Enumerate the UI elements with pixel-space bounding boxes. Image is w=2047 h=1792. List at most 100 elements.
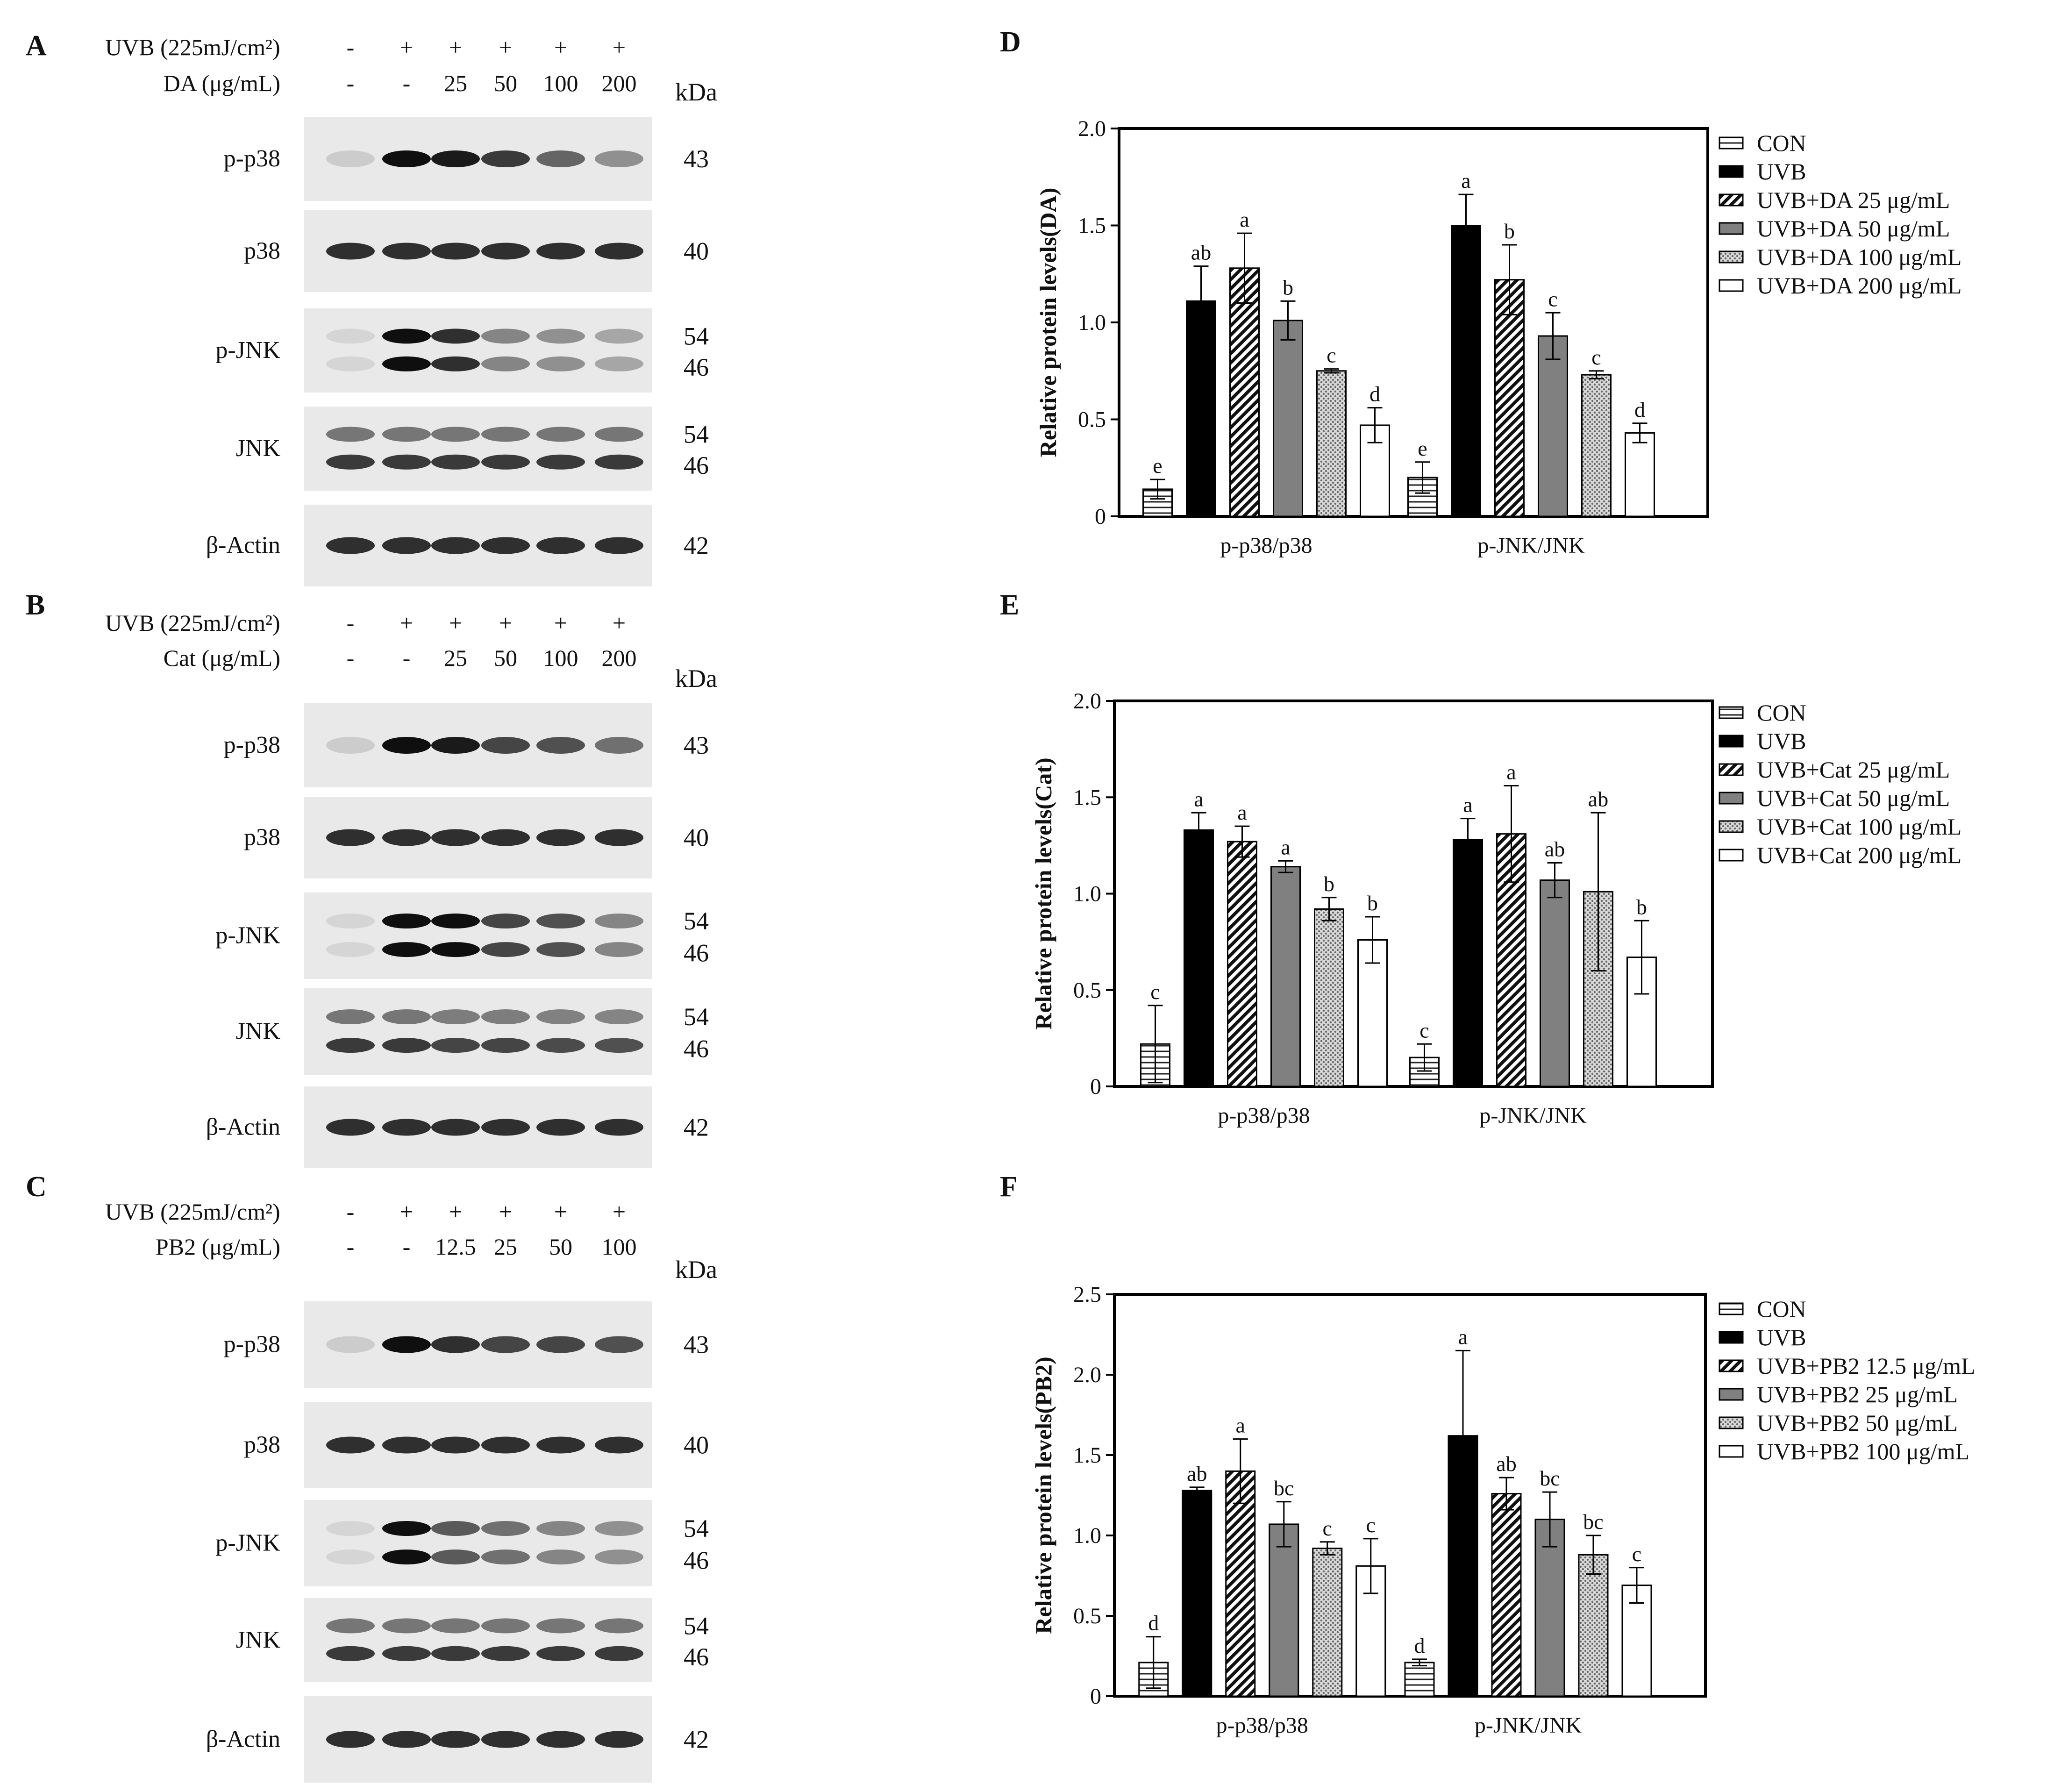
bar (1453, 839, 1483, 1087)
band (595, 427, 643, 442)
band (536, 1038, 585, 1053)
band (326, 942, 375, 957)
bar (1186, 300, 1216, 517)
blot-panel-a: A UVB (225mJ/cm²) DA (μg/mL) - + + + + + - - 25 50 10… (26, 30, 717, 586)
band (595, 1618, 643, 1634)
protein-label: p-JNK (215, 922, 280, 949)
significance-letter: bc (1274, 1476, 1294, 1500)
bar (1316, 370, 1347, 517)
band (382, 1618, 431, 1634)
panel-letter: E (1000, 589, 1019, 621)
legend-label: CON (1757, 130, 1806, 156)
band (536, 1009, 585, 1025)
band (431, 1038, 480, 1053)
bar (1540, 879, 1570, 1087)
band (326, 1521, 375, 1536)
band (382, 1336, 431, 1353)
protein-label: p-p38 (224, 145, 280, 172)
band (481, 1646, 530, 1661)
panel-letter: B (26, 589, 45, 621)
band (595, 356, 643, 371)
protein-label: β-Actin (206, 1726, 280, 1753)
legend-label: UVB+DA 25 μg/mL (1757, 187, 1950, 213)
y-tick-label: 0.5 (1078, 407, 1106, 432)
dose-label: - (347, 1234, 355, 1260)
band (595, 737, 643, 754)
significance-letter: b (1283, 275, 1293, 299)
dose-label: 25 (444, 70, 467, 96)
significance-letter: c (1327, 343, 1336, 367)
legend-swatch (1719, 849, 1744, 862)
legend-swatch (1719, 222, 1744, 235)
band (481, 829, 530, 846)
band (326, 1731, 375, 1748)
bar (1621, 1585, 1652, 1697)
dose-label: 25 (494, 1234, 517, 1260)
panel-letter: F (1000, 1171, 1018, 1203)
kda-value: 40 (684, 1431, 709, 1459)
band (382, 328, 431, 344)
uvb-sign: - (347, 610, 355, 636)
dose-label: - (403, 1234, 411, 1260)
significance-letter: d (1634, 398, 1645, 421)
dose-label: 12.5 (435, 1234, 476, 1260)
band (431, 829, 480, 846)
significance-letter: a (1240, 207, 1249, 231)
bar (1269, 1523, 1299, 1697)
uvb-sign: + (499, 34, 512, 60)
band (431, 1646, 480, 1661)
kda-value: 40 (684, 824, 709, 852)
significance-letter: a (1506, 760, 1516, 784)
protein-label: p-JNK (215, 1530, 280, 1556)
uvb-sign: + (449, 610, 462, 636)
significance-letter: a (1194, 787, 1203, 811)
blot-membrane (304, 892, 652, 979)
legend-swatch (1719, 193, 1744, 207)
band (481, 942, 530, 957)
band (431, 1009, 480, 1025)
y-tick-label: 1.0 (1073, 882, 1101, 907)
blot-membrane (304, 407, 652, 491)
y-tick-label: 0.5 (1073, 978, 1101, 1003)
band (481, 737, 530, 754)
kda-value: 54 (684, 1612, 709, 1640)
uvb-sign: - (347, 34, 355, 60)
band (382, 1436, 431, 1454)
y-tick-label: 0 (1095, 504, 1106, 529)
band (595, 829, 643, 846)
band (326, 829, 375, 846)
band (481, 1731, 530, 1748)
legend-label: UVB+PB2 12.5 μg/mL (1757, 1353, 1976, 1379)
band (382, 1731, 431, 1748)
bar (1581, 374, 1612, 517)
band (481, 1009, 530, 1025)
dose-label: 100 (543, 70, 578, 96)
legend-swatch (1719, 136, 1744, 150)
y-tick-label: 0 (1090, 1074, 1101, 1099)
legend-label: UVB+DA 100 μg/mL (1757, 244, 1961, 270)
protein-label: JNK (236, 1627, 281, 1653)
band (431, 454, 480, 470)
blot-row: β-Actin 42 (206, 1086, 709, 1168)
significance-letter: b (1636, 895, 1647, 919)
legend-swatch (1719, 763, 1744, 776)
legend-label: UVB (1757, 728, 1806, 754)
blot-row: β-Actin 42 (206, 505, 709, 586)
dose-label: 50 (494, 70, 517, 96)
panel-letter: A (26, 30, 47, 62)
significance-letter: c (1366, 1513, 1376, 1537)
band (595, 1436, 643, 1454)
band (431, 1731, 480, 1748)
dose-label: 25 (444, 645, 467, 671)
significance-letter: b (1324, 872, 1334, 896)
legend-label: UVB (1757, 1324, 1806, 1350)
uvb-sign: - (347, 1199, 355, 1225)
blot-membrane (304, 988, 652, 1075)
band (536, 150, 585, 167)
significance-letter: e (1418, 436, 1427, 460)
blot-row: β-Actin 42 (206, 1696, 709, 1783)
band (595, 1038, 643, 1053)
band (382, 829, 431, 846)
blot-row: p-JNK 54 46 (215, 892, 709, 979)
band (481, 328, 530, 344)
